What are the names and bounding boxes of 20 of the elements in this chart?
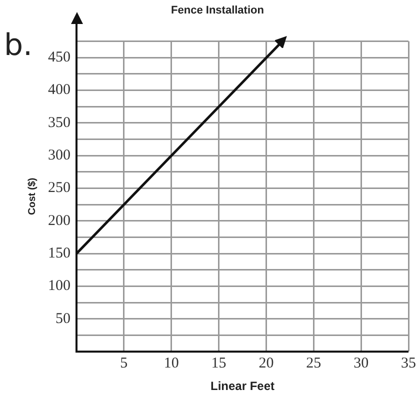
x-tick-label: 5 xyxy=(120,356,128,372)
y-tick-label: 300 xyxy=(48,147,70,164)
x-tick-label: 15 xyxy=(211,356,226,372)
y-tick-label: 50 xyxy=(56,310,70,327)
text: b. xyxy=(4,28,33,63)
y-tick-label: 200 xyxy=(48,212,70,229)
y-tick-label: 100 xyxy=(48,278,70,294)
x-tick-label: 25 xyxy=(306,356,322,372)
y-tick-label: 150 xyxy=(48,246,70,262)
x-tick-label: 10 xyxy=(164,356,179,372)
x-tick-label: 30 xyxy=(354,356,369,372)
x-tick-label: 20 xyxy=(258,356,274,372)
y-axis-title: Cost ($) xyxy=(26,178,38,216)
x-tick-label: 35 xyxy=(401,356,416,372)
chart-title: Fence Installation xyxy=(171,4,264,17)
y-tick-label: 400 xyxy=(48,82,70,98)
y-tick-label: 350 xyxy=(48,114,70,131)
x-axis-title: Linear Feet xyxy=(210,379,275,394)
y-tick-label: 450 xyxy=(48,49,70,66)
y-tick-label: 250 xyxy=(48,180,70,196)
